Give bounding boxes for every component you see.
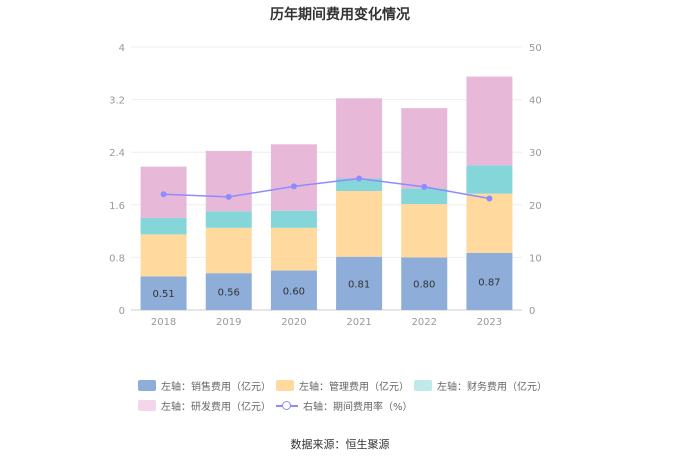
y-left-tick-label: 4 <box>119 43 125 54</box>
data-label: 0.56 <box>218 288 240 299</box>
expense-rate-point <box>290 183 297 190</box>
data-label: 0.51 <box>152 289 174 300</box>
bar-segment-3 <box>401 108 448 189</box>
bar-segment-0 <box>401 257 448 310</box>
bar-segment-0 <box>205 273 252 310</box>
data-label: 0.80 <box>413 280 435 291</box>
y-right-tick-label: 0 <box>529 306 535 317</box>
expense-rate-point <box>421 183 428 190</box>
expense-rate-point <box>225 193 232 200</box>
bar-segment-3 <box>466 76 513 166</box>
data-source: 数据来源：恒生聚源 <box>290 438 390 451</box>
x-tick-label: 2018 <box>151 317 176 328</box>
y-right-tick-label: 50 <box>529 43 542 54</box>
legend-item-expense-rate[interactable]: 右轴：期间费用率（%） <box>276 398 413 413</box>
legend-item-finance[interactable]: 左轴：财务费用（亿元） <box>414 378 547 393</box>
bar-segment-2 <box>336 178 383 191</box>
y-left-tick-label: 0.8 <box>109 253 125 264</box>
expense-rate-point <box>486 195 493 202</box>
data-label: 0.81 <box>348 279 370 290</box>
legend-swatch-sales <box>138 380 156 391</box>
chart-title: 历年期间费用变化情况 <box>270 7 410 23</box>
data-label: 0.60 <box>283 286 305 297</box>
expense-rate-point <box>356 175 363 182</box>
y-right-tick-label: 30 <box>529 148 542 159</box>
y-right-tick-label: 40 <box>529 96 542 107</box>
bar-segment-1 <box>270 227 317 271</box>
bar-segment-2 <box>401 188 448 205</box>
legend-label-admin: 左轴：管理费用（亿元） <box>299 382 409 393</box>
bar-segment-0 <box>466 252 513 310</box>
data-label: 0.87 <box>478 277 500 288</box>
bar-segment-1 <box>205 227 252 274</box>
legend-label-finance: 左轴：财务费用（亿元） <box>437 382 547 393</box>
bar-segment-2 <box>270 210 317 228</box>
bar-segment-2 <box>205 211 252 228</box>
bar-segment-1 <box>336 190 383 257</box>
bar-segment-3 <box>270 144 317 211</box>
bar-segment-0 <box>336 256 383 310</box>
y-left-tick-label: 0 <box>119 306 125 317</box>
x-tick-label: 2023 <box>477 317 502 328</box>
legend-item-sales[interactable]: 左轴：销售费用（亿元） <box>138 378 271 393</box>
y-left-tick-label: 1.6 <box>109 201 125 212</box>
expense-rate-point <box>160 191 167 198</box>
bar-segment-1 <box>140 234 187 277</box>
legend-label-expense-rate: 右轴：期间费用率（%） <box>303 402 413 413</box>
bar-segment-3 <box>336 98 383 179</box>
legend-swatch-rnd <box>138 400 156 411</box>
bar-segment-1 <box>466 193 513 253</box>
x-tick-label: 2019 <box>216 317 241 328</box>
legend-swatch-finance <box>414 380 432 391</box>
bar-segment-0 <box>140 276 187 310</box>
bar-segment-1 <box>401 204 448 258</box>
legend-item-rnd[interactable]: 左轴：研发费用（亿元） <box>138 398 271 413</box>
expense-rate-line <box>163 177 490 200</box>
x-tick-label: 2020 <box>281 317 306 328</box>
y-left-tick-label: 3.2 <box>109 96 125 107</box>
legend-label-sales: 左轴：销售费用（亿元） <box>161 382 271 393</box>
x-tick-label: 2021 <box>346 317 371 328</box>
legend-swatch-expense-rate <box>276 400 298 411</box>
y-right-tick-label: 10 <box>529 253 542 264</box>
bar-segment-3 <box>205 150 252 212</box>
bar-segment-2 <box>466 165 513 194</box>
y-left-tick-label: 2.4 <box>109 148 125 159</box>
bar-segment-2 <box>140 217 187 235</box>
legend-item-admin[interactable]: 左轴：管理费用（亿元） <box>276 378 409 393</box>
x-tick-label: 2022 <box>412 317 437 328</box>
legend-label-rnd: 左轴：研发费用（亿元） <box>161 402 271 413</box>
y-right-tick-label: 20 <box>529 201 542 212</box>
bar-segment-0 <box>270 270 317 310</box>
legend-swatch-admin <box>276 380 294 391</box>
